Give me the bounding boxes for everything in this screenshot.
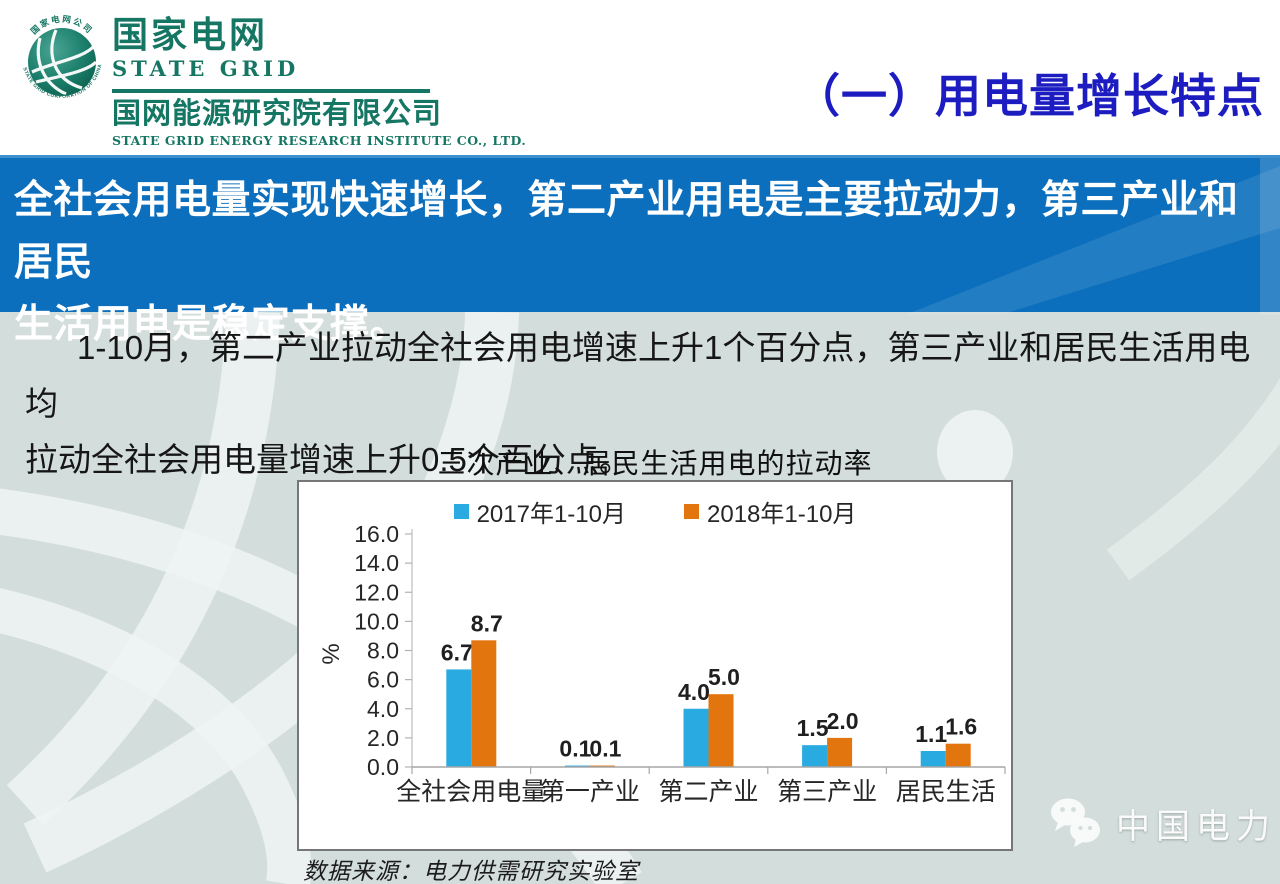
bar-2017年1-10月-第二产业: [683, 708, 709, 767]
bar-value-label: 5.0: [708, 664, 740, 690]
body-line-2: 拉动全社会用电量增速上升0.5个百分点。: [25, 441, 632, 478]
logo-divider: [112, 88, 430, 93]
state-grid-globe-icon: 国家电网公司 STATE GRID CORPORATION OF CHINA: [21, 14, 103, 100]
y-tick-label: 8.0: [367, 638, 399, 664]
x-category-label: 全社会用电量: [396, 778, 546, 806]
logo-brand-en: STATE GRID: [112, 55, 300, 81]
y-tick-label: 16.0: [354, 521, 399, 547]
bar-chart: 0.0 2.0 4.0 6.0 8.0 10.0 12.0 14.0 16.0% 6.7 0.1 4.…: [297, 480, 1013, 851]
bar-value-label: 4.0: [678, 679, 710, 705]
logo-subsidiary-cn: 国网能源研究院有限公司: [112, 97, 443, 130]
bar-value-label: 0.1: [559, 736, 591, 762]
chart-plot-area: 0.0 2.0 4.0 6.0 8.0 10.0 12.0 14.0 16.0% 6.7 0.1 4.…: [318, 521, 1006, 806]
header: 国家电网公司 STATE GRID CORPORATION OF CHINA 国…: [0, 0, 1280, 155]
wechat-watermark: 中国电力: [1048, 797, 1276, 849]
headline-text: 全社会用电量实现快速增长，第二产业用电是主要拉动力，第三产业和居民生活用电是稳定…: [0, 158, 1280, 356]
x-category-label: 第二产业: [658, 778, 758, 806]
y-tick-label: 14.0: [354, 550, 399, 576]
legend-item: 2018年1-10月: [684, 494, 856, 529]
y-tick-label: 4.0: [367, 696, 399, 722]
wechat-icon: [1051, 798, 1100, 847]
banner-swirl-decoration: [905, 158, 1280, 315]
x-category-label: 第三产业: [777, 778, 877, 806]
bar-value-label: 2.0: [827, 708, 859, 734]
body-paragraph: 1-10月，第二产业拉动全社会用电增速上升1个百分点，第三产业和居民生活用电均拉…: [25, 320, 1265, 488]
y-tick-label: 10.0: [354, 608, 399, 634]
state-grid-logo: 国家电网公司 STATE GRID CORPORATION OF CHINA 国…: [10, 6, 526, 148]
bar-value-label: 1.5: [797, 715, 829, 741]
headline-line-2: 生活用电是稳定支撑。: [14, 303, 410, 346]
bar-value-label: 0.1: [589, 736, 621, 762]
y-axis-title: %: [318, 643, 345, 664]
x-category-label: 居民生活: [896, 778, 996, 806]
body-line-1: 1-10月，第二产业拉动全社会用电增速上升1个百分点，第三产业和居民生活用电均: [25, 329, 1251, 422]
legend-swatch: [453, 504, 469, 519]
bar-2017年1-10月-第三产业: [802, 745, 828, 767]
wechat-account-name: 中国电力: [1116, 807, 1276, 846]
page-title: （一）用电量增长特点: [794, 70, 1264, 122]
bar-value-label: 8.7: [471, 610, 503, 636]
legend-swatch: [684, 504, 699, 519]
chart-legend: 2017年1-10月 2018年1-10月: [299, 494, 1011, 529]
bar-2018年1-10月-居民生活: [945, 743, 971, 767]
bar-value-label: 1.6: [945, 714, 977, 740]
bar-2017年1-10月-全社会用电量: [446, 669, 472, 767]
logo-brand-cn: 国家电网: [112, 14, 269, 55]
bar-2018年1-10月-全社会用电量: [471, 640, 497, 767]
bar-2017年1-10月-居民生活: [920, 750, 946, 767]
legend-label: 2018年1-10月: [707, 501, 857, 528]
y-tick-label: 0.0: [367, 754, 399, 780]
legend-item: 2017年1-10月: [453, 494, 626, 529]
logo-text-block: 国家电网 STATE GRID 国网能源研究院有限公司 STATE GRID E…: [112, 6, 526, 148]
headline-line-1: 全社会用电量实现快速增长，第二产业用电是主要拉动力，第三产业和居民: [14, 179, 1239, 284]
headline-banner: 全社会用电量实现快速增长，第二产业用电是主要拉动力，第三产业和居民生活用电是稳定…: [0, 155, 1280, 346]
x-category-label: 第一产业: [540, 778, 640, 806]
y-tick-label: 2.0: [367, 725, 399, 751]
y-tick-label: 12.0: [354, 579, 399, 605]
bar-value-label: 1.1: [915, 721, 947, 747]
logo-subsidiary-en: STATE GRID ENERGY RESEARCH INSTITUTE CO.…: [112, 132, 527, 148]
bar-value-label: 6.7: [441, 639, 473, 665]
chart-title: 三次产业、居民生活用电的拉动率: [437, 447, 873, 480]
y-tick-label: 6.0: [367, 667, 399, 693]
bar-2018年1-10月-第三产业: [827, 737, 853, 767]
bar-2018年1-10月-第二产业: [708, 694, 734, 767]
legend-label: 2017年1-10月: [476, 501, 626, 528]
data-source-note: 数据来源：电力供需研究实验室: [303, 859, 639, 884]
